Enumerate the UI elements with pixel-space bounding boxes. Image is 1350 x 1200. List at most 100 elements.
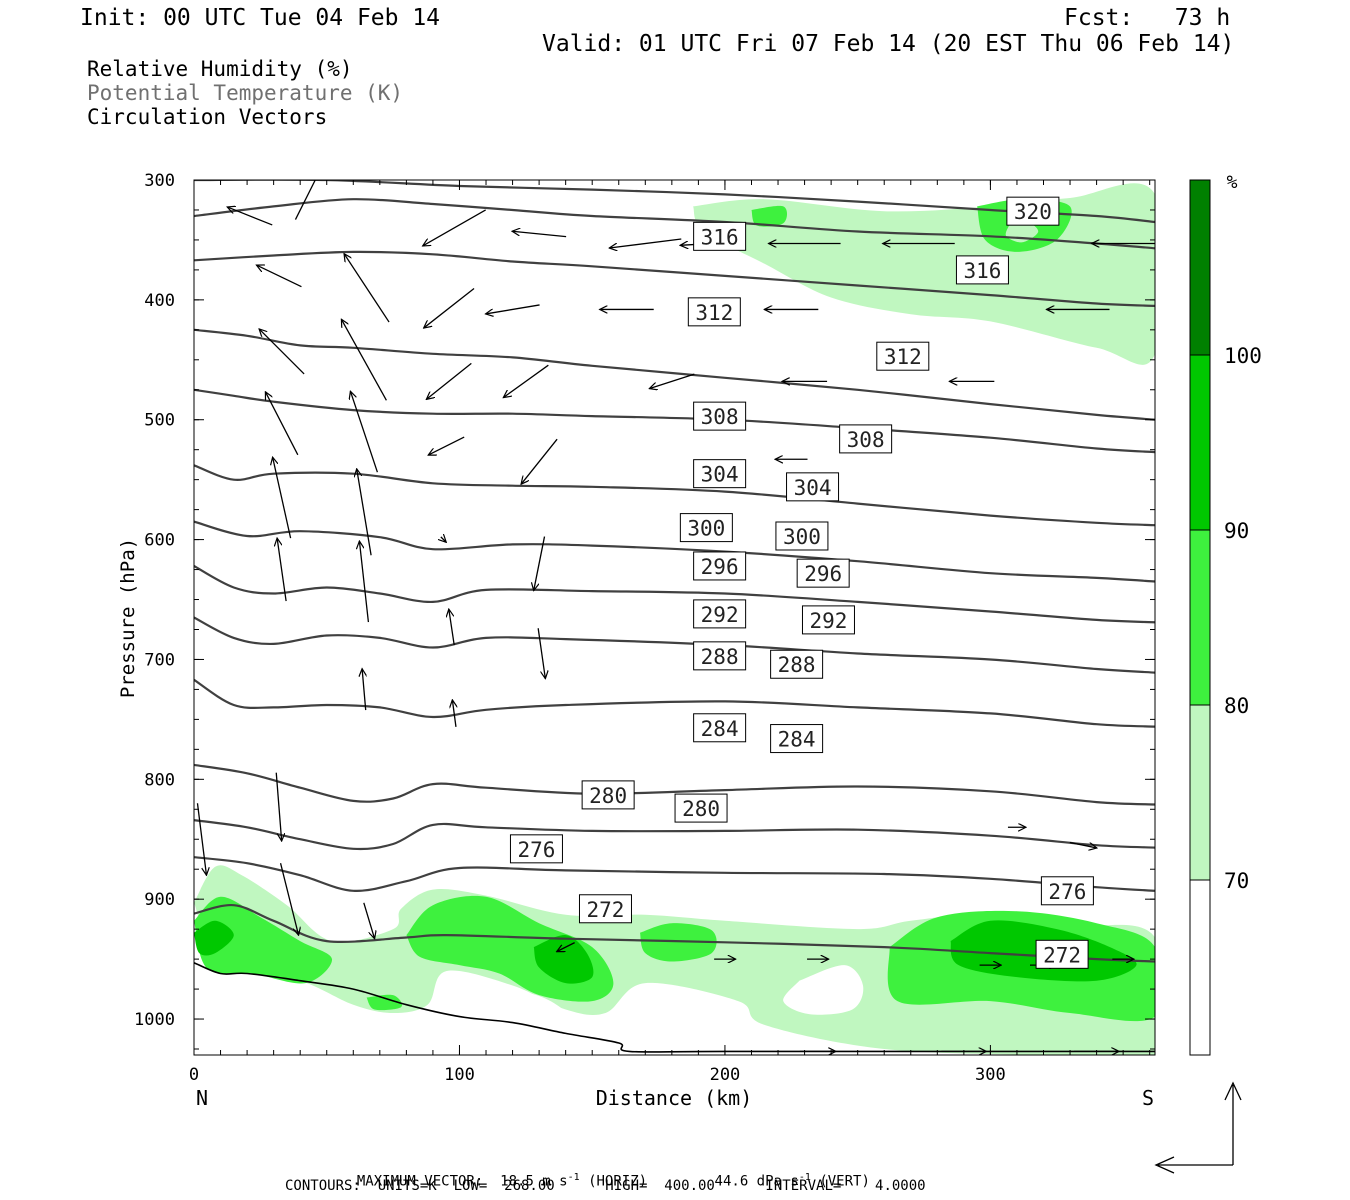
max-vert-exponent: -1 <box>798 1172 811 1183</box>
forecast-hour: Fcst: 73 h <box>1064 5 1231 31</box>
contour-label-box <box>796 558 850 588</box>
theta-contour-304 <box>194 464 1155 527</box>
contour-label: 296 <box>804 562 842 586</box>
relative-humidity-shading <box>194 183 1155 1055</box>
contour-label-box <box>674 793 728 823</box>
circulation-vector <box>449 609 455 646</box>
circulation-vector <box>424 287 475 328</box>
max-vert-value: 44.6 dPa s <box>714 1173 799 1190</box>
contour-label: 280 <box>589 784 627 808</box>
x-tick-label: 300 <box>975 1065 1006 1085</box>
contour-label: 288 <box>778 653 816 677</box>
contour-label: 316 <box>701 225 739 249</box>
contour-label-box <box>693 459 747 489</box>
potential-temperature-contours <box>194 180 1155 963</box>
circulation-vector <box>452 700 456 727</box>
y-tick-label: 900 <box>144 890 175 910</box>
contour-label-box <box>770 649 824 679</box>
contour-label-box <box>775 521 829 551</box>
contour-label-box <box>1035 939 1089 969</box>
x-tick-label: 0 <box>189 1065 199 1085</box>
contour-label-box <box>876 341 930 371</box>
x-end-label-left: N <box>196 1086 208 1110</box>
contour-label: 288 <box>701 645 739 669</box>
contour-label: 300 <box>783 525 821 549</box>
circulation-vector <box>277 538 287 602</box>
theta-contour-292 <box>194 616 1155 674</box>
circulation-vector <box>534 536 546 591</box>
contour-label: 308 <box>847 428 885 452</box>
footer-max-vector: MAXIMUM VECTOR: 18.5 m s-1 (HORIZ) 44.6 … <box>340 1159 870 1189</box>
contour-label-box <box>693 221 747 251</box>
circulation-vector <box>359 541 370 623</box>
max-horiz-exponent: -1 <box>567 1172 580 1183</box>
colorbar: 70 80 90 100 <box>1189 179 1262 1056</box>
circulation-vector <box>273 457 292 539</box>
colorbar-level-label: 80 <box>1224 694 1249 718</box>
colorbar-unit: % <box>1227 172 1238 193</box>
terrain-surface <box>194 961 1155 1053</box>
colorbar-segment <box>1189 354 1211 531</box>
contour-label: 304 <box>701 463 739 487</box>
colorbar-segment <box>1189 704 1211 881</box>
circulation-vector <box>341 319 387 401</box>
theta-contour-284 <box>194 763 1155 806</box>
y-tick-label: 500 <box>144 411 175 431</box>
contour-label-box <box>578 894 632 924</box>
terrain-line <box>194 961 1155 1053</box>
contour-label: 292 <box>810 609 848 633</box>
theta-contour-320 <box>194 198 1155 250</box>
contour-label-box <box>786 472 840 502</box>
contour-label-box <box>955 255 1009 285</box>
contour-label-box <box>693 401 747 431</box>
colorbar-level-label: 100 <box>1224 344 1262 368</box>
contour-label: 272 <box>587 898 625 922</box>
x-tick-label: 100 <box>444 1065 475 1085</box>
contour-label-box <box>693 713 747 743</box>
rh-dry-pocket <box>459 992 566 1026</box>
contour-label-box <box>1040 876 1094 906</box>
plot-frame <box>193 179 1156 1056</box>
contour-label-box <box>693 551 747 581</box>
theta-contour-296 <box>194 565 1155 624</box>
contour-label-box <box>679 513 733 543</box>
x-axis-label: Distance (km) <box>596 1086 753 1110</box>
rh90-mid <box>533 935 594 984</box>
reference-horizontal-arrow <box>1154 1156 1233 1174</box>
circulation-vector <box>196 803 206 875</box>
colorbar-segment <box>1189 879 1211 1056</box>
circulation-vector <box>537 628 545 678</box>
rh80-mid2 <box>640 923 717 962</box>
circulation-vector <box>428 436 465 455</box>
legend-vectors: Circulation Vectors <box>87 105 328 129</box>
circulation-vector <box>227 207 273 226</box>
colorbar-level-label: 70 <box>1224 869 1249 893</box>
y-tick-label: 600 <box>144 531 175 551</box>
circulation-vector <box>1069 841 1097 848</box>
footer-contours: CONTOURS: UNITS=K LOW= 268.00 HIGH= 400.… <box>285 1178 926 1194</box>
y-tick-label: 400 <box>144 291 175 311</box>
x-end-label-right: S <box>1142 1086 1154 1110</box>
contour-label: 296 <box>701 555 739 579</box>
y-tick-label: 1000 <box>134 1010 175 1030</box>
circulation-vector <box>265 392 299 456</box>
circulation-vector <box>275 772 281 841</box>
circulation-vector <box>426 362 472 399</box>
contour-label: 284 <box>701 717 739 741</box>
max-vert-tag: (VERT) <box>819 1173 870 1190</box>
contour-label: 312 <box>884 345 922 369</box>
legend-theta: Potential Temperature (K) <box>87 81 404 105</box>
contour-label-box <box>801 605 855 635</box>
legend-rh: Relative Humidity (%) <box>87 57 353 81</box>
contour-label-box <box>770 724 824 754</box>
circulation-vector <box>357 469 372 556</box>
circulation-vector <box>521 438 558 484</box>
theta-contour-316 <box>194 250 1155 307</box>
circulation-vector <box>649 373 695 388</box>
contour-label: 284 <box>778 728 816 752</box>
rh80-small-2 <box>366 994 403 1011</box>
circulation-vector <box>441 537 446 542</box>
circulation-vector <box>423 209 486 246</box>
circulation-vector <box>294 180 316 220</box>
circulation-vector <box>363 902 375 939</box>
